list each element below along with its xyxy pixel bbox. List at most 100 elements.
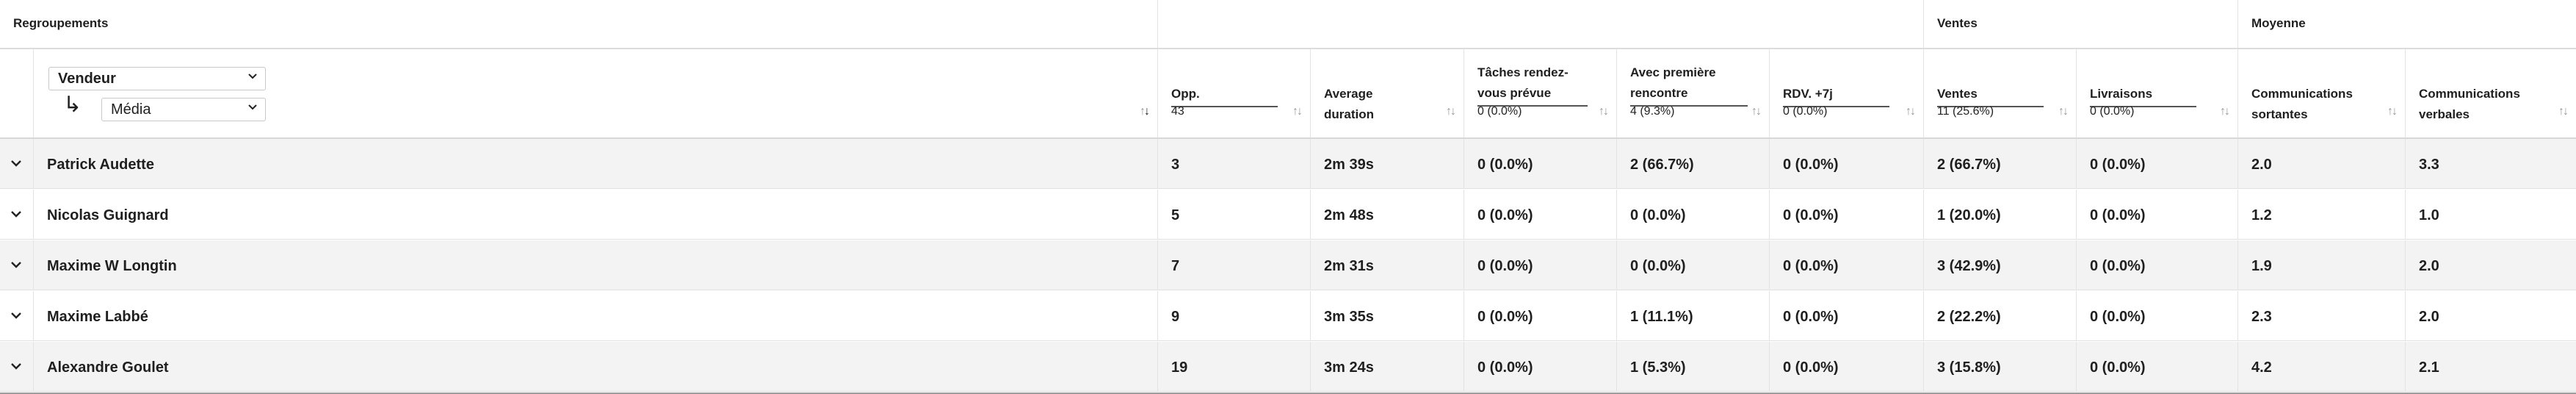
column-total: 0 (0.0%) xyxy=(1477,105,1522,118)
row-cell: 2.0 xyxy=(2419,258,2439,274)
sort-arrows-icon[interactable]: ↑↓ xyxy=(1140,105,1150,118)
row-cell: 2 (66.7%) xyxy=(1617,139,1770,189)
sort-arrows-icon[interactable]: ↑↓ xyxy=(1906,105,1916,118)
row-cell: 3m 24s xyxy=(1311,342,1464,392)
row-cell: 0 (0.0%) xyxy=(1770,342,1924,392)
row-cell: 0 (0.0%) xyxy=(1464,240,1617,290)
row-cell: 2.0 xyxy=(2238,139,2406,189)
grouping-primary-select[interactable]: Vendeur xyxy=(48,67,266,90)
sort-arrows-icon[interactable]: ↑↓ xyxy=(2058,105,2069,118)
row-name: Alexandre Goulet xyxy=(34,342,1158,392)
column-header-communications-verbales[interactable]: Communications verbales ↑↓ xyxy=(2406,49,2576,137)
sort-arrows-icon[interactable]: ↑↓ xyxy=(1599,105,1609,118)
chevron-down-icon xyxy=(11,312,21,319)
row-cell: 0 (0.0%) xyxy=(1464,139,1617,189)
chevron-down-icon xyxy=(11,262,21,268)
column-header-average-duration[interactable]: Average duration ↑↓ xyxy=(1311,49,1464,137)
column-label: Livraisons xyxy=(2090,84,2196,107)
row-expand-button[interactable] xyxy=(0,240,34,290)
row-cell: 1.9 xyxy=(2238,240,2406,290)
column-label: Average duration xyxy=(1324,87,1374,121)
chevron-down-icon xyxy=(248,74,257,79)
group-header-row: Regroupements Ventes Moyenne xyxy=(0,0,2576,49)
row-name: Maxime Labbé xyxy=(34,291,1158,341)
column-header-ventes[interactable]: Ventes 11 (25.6%) ↑↓ xyxy=(1924,49,2077,137)
row-cell: 0 (0.0%) xyxy=(1617,190,1770,240)
row-cell: 3 (15.8%) xyxy=(1924,342,2077,392)
table-row[interactable]: Nicolas Guignard 5 2m 48s 0 (0.0%) 0 (0.0%) 0… xyxy=(0,190,2576,240)
row-cell: 2.3 xyxy=(2238,291,2406,341)
sort-arrows-icon[interactable]: ↑↓ xyxy=(2558,105,2569,118)
column-label: Ventes xyxy=(1937,84,2044,107)
column-header-rdv-7j[interactable]: RDV. +7j 0 (0.0%) ↑↓ xyxy=(1770,49,1924,137)
column-total: 43 xyxy=(1171,105,1184,118)
row-cell: 3 (42.9%) xyxy=(1924,240,2077,290)
column-header-opp[interactable]: Opp. 43 ↑↓ xyxy=(1158,49,1311,137)
row-cell: 0 (0.0%) xyxy=(1464,342,1617,392)
row-cell: 0 (0.0%) xyxy=(1770,240,1924,290)
column-header-taches-rdv[interactable]: Tâches rendez-vous prévue 0 (0.0%) ↑↓ xyxy=(1464,49,1617,137)
column-header-premiere-rencontre[interactable]: Avec première rencontre 4 (9.3%) ↑↓ xyxy=(1617,49,1770,137)
row-expand-button[interactable] xyxy=(0,190,34,240)
row-name: Maxime W Longtin xyxy=(34,240,1158,290)
row-cell: 1.0 xyxy=(2419,207,2439,223)
row-cell: 0 (0.0%) xyxy=(2077,291,2238,341)
group-moyenne: Moyenne xyxy=(2251,16,2306,30)
table-row[interactable]: Alexandre Goulet 19 3m 24s 0 (0.0%) 1 (5.3%)… xyxy=(0,342,2576,392)
sort-arrows-icon[interactable]: ↑↓ xyxy=(2387,105,2398,118)
row-cell: 1 (11.1%) xyxy=(1617,291,1770,341)
table-row[interactable]: Maxime Labbé 9 3m 35s 0 (0.0%) 1 (11.1%) 0 (0… xyxy=(0,291,2576,341)
grouping-secondary-value: Média xyxy=(111,101,151,118)
sort-arrows-icon[interactable]: ↑↓ xyxy=(1751,105,1762,118)
row-expand-button[interactable] xyxy=(0,139,34,189)
column-label: RDV. +7j xyxy=(1783,84,1889,107)
row-cell: 19 xyxy=(1158,342,1311,392)
table-row[interactable]: Patrick Audette 3 2m 39s 0 (0.0%) 2 (66.7%) 0… xyxy=(0,139,2576,189)
row-cell: 2 (66.7%) xyxy=(1924,139,2077,189)
column-header-communications-sortantes[interactable]: Communications sortantes ↑↓ xyxy=(2238,49,2406,137)
row-cell: 2.1 xyxy=(2419,359,2439,376)
row-cell: 0 (0.0%) xyxy=(1770,291,1924,341)
group-ventes: Ventes xyxy=(1924,0,2238,48)
table-row[interactable]: Maxime W Longtin 7 2m 31s 0 (0.0%) 0 (0.0%) 0… xyxy=(0,240,2576,290)
group-blank xyxy=(1158,0,1924,48)
column-header-livraisons[interactable]: Livraisons 0 (0.0%) ↑↓ xyxy=(2077,49,2238,137)
row-cell: 0 (0.0%) xyxy=(1464,190,1617,240)
column-label: Avec première rencontre xyxy=(1630,62,1748,107)
chevron-down-icon xyxy=(11,211,21,218)
sort-arrows-icon[interactable]: ↑↓ xyxy=(2220,105,2230,118)
row-cell: 0 (0.0%) xyxy=(2077,139,2238,189)
grouping-secondary-select[interactable]: Média xyxy=(101,98,266,121)
sort-arrows-icon[interactable]: ↑↓ xyxy=(1446,105,1456,118)
column-label: Communications verbales xyxy=(2419,87,2520,121)
row-cell: 2.0 xyxy=(2419,309,2439,325)
row-cell: 5 xyxy=(1158,190,1311,240)
row-cell: 1 (20.0%) xyxy=(1924,190,2077,240)
row-expand-button[interactable] xyxy=(0,291,34,341)
row-cell: 0 (0.0%) xyxy=(2077,342,2238,392)
row-cell: 7 xyxy=(1158,240,1311,290)
row-cell: 9 xyxy=(1158,291,1311,341)
row-cell: 3m 35s xyxy=(1311,291,1464,341)
row-expand-button[interactable] xyxy=(0,342,34,392)
row-cell: 2m 48s xyxy=(1311,190,1464,240)
column-total: 11 (25.6%) xyxy=(1937,105,1994,118)
row-cell: 0 (0.0%) xyxy=(2077,240,2238,290)
row-cell: 0 (0.0%) xyxy=(1617,240,1770,290)
group-regroupements: Regroupements xyxy=(0,0,1158,48)
row-cell: 0 (0.0%) xyxy=(1464,291,1617,341)
column-total: 4 (9.3%) xyxy=(1630,105,1675,118)
chevron-down-icon xyxy=(11,160,21,167)
column-total: 0 (0.0%) xyxy=(1783,105,1828,118)
chevron-down-icon xyxy=(248,104,257,110)
chevron-down-icon xyxy=(11,363,21,370)
row-cell: 2 (22.2%) xyxy=(1924,291,2077,341)
column-label: Opp. xyxy=(1171,84,1278,107)
expander-header xyxy=(0,49,34,137)
row-cell: 1 (5.3%) xyxy=(1617,342,1770,392)
row-cell: 3.3 xyxy=(2419,157,2439,173)
grouping-header: Vendeur ↳ Média ↑↓ xyxy=(34,49,1158,137)
sort-arrows-icon[interactable]: ↑↓ xyxy=(1292,105,1303,118)
row-name: Nicolas Guignard xyxy=(34,190,1158,240)
